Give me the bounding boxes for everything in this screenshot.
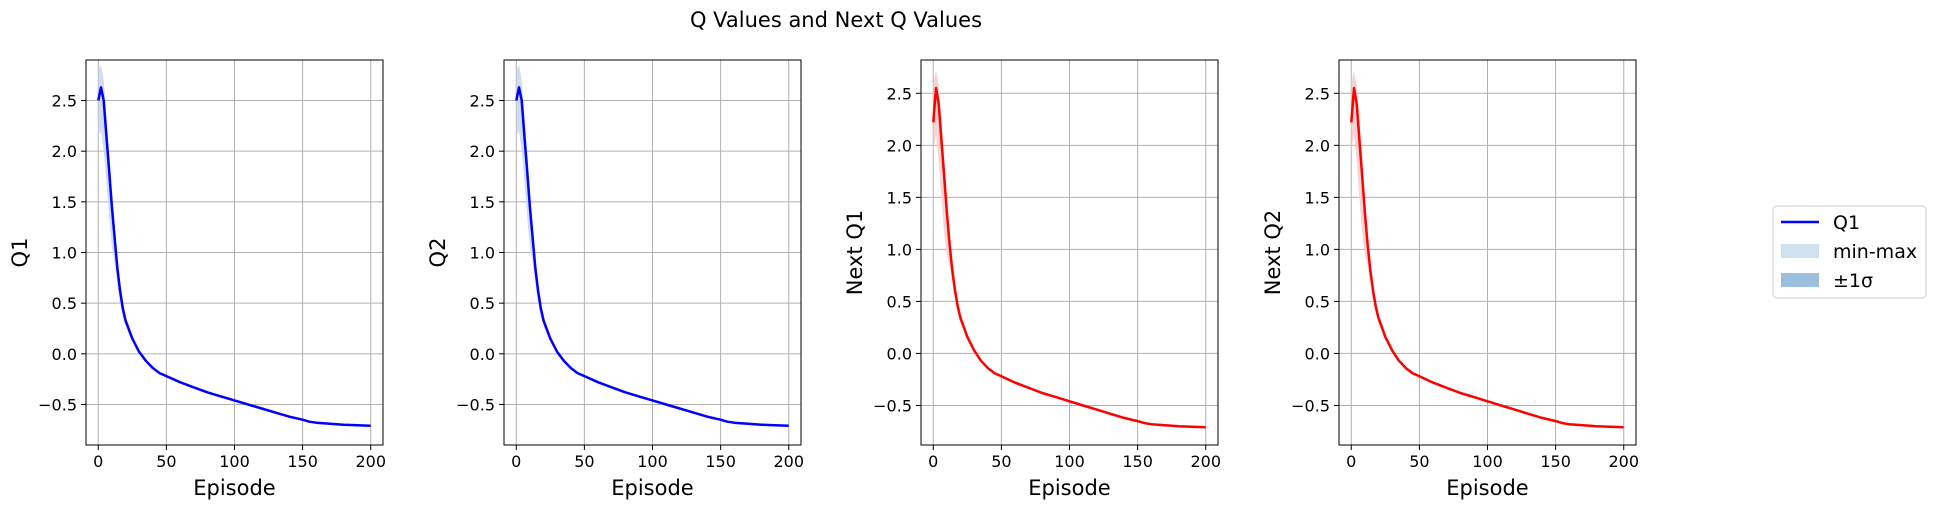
- x-axis-label: Episode: [1028, 476, 1110, 500]
- y-tick-label: 2.0: [52, 142, 77, 161]
- legend-label: Q1: [1833, 212, 1860, 234]
- x-axis-label: Episode: [611, 476, 693, 500]
- series-line: [932, 86, 1206, 429]
- x-tick-label: 50: [156, 452, 176, 471]
- x-tick-label: 200: [773, 452, 804, 471]
- x-tick-label: 0: [928, 452, 938, 471]
- y-tick-label: 1.5: [470, 193, 495, 212]
- x-tick-label: 200: [1608, 452, 1639, 471]
- y-tick-label: 0.5: [52, 294, 77, 313]
- y-tick-label: 0.0: [1305, 344, 1330, 363]
- y-axis-label: Next Q2: [1261, 210, 1285, 296]
- x-tick-label: 200: [1190, 452, 1221, 471]
- y-tick-label: 0.5: [887, 292, 912, 311]
- x-tick-label: 0: [93, 452, 103, 471]
- legend-swatch-patch: [1781, 273, 1819, 287]
- y-axis-label: Q1: [8, 238, 32, 268]
- y-tick-label: −0.5: [873, 396, 912, 415]
- y-axis-label: Q2: [426, 238, 450, 268]
- series-line: [1350, 86, 1624, 429]
- series-line: [515, 86, 789, 428]
- x-tick-label: 100: [1472, 452, 1503, 471]
- x-tick-label: 150: [1540, 452, 1571, 471]
- legend: Q1 min-max ±1σ: [1772, 205, 1927, 299]
- panel-1: 0 50 100 150 200 −0.5 0.0 0.5 1.0 1.5 2.0 2.5 Episod…: [8, 59, 386, 500]
- y-tick-label: −0.5: [38, 395, 77, 414]
- x-tick-label: 100: [1054, 452, 1085, 471]
- x-axis-label: Episode: [193, 476, 275, 500]
- y-tick-label: 1.5: [887, 188, 912, 207]
- x-tick-label: 200: [355, 452, 386, 471]
- x-tick-label: 50: [1409, 452, 1429, 471]
- y-tick-label: 0.0: [470, 345, 495, 364]
- x-tick-label: 50: [574, 452, 594, 471]
- y-tick-label: −0.5: [456, 395, 495, 414]
- y-tick-label: 1.5: [52, 193, 77, 212]
- panel-4: 0 50 100 150 200 −0.5 0.0 0.5 1.0 1.5 2.0 2.5 Episod…: [1261, 59, 1639, 500]
- series-line: [97, 86, 371, 428]
- y-tick-label: 2.0: [1305, 136, 1330, 155]
- y-tick-label: 1.0: [470, 244, 495, 263]
- x-tick-label: 0: [511, 452, 521, 471]
- x-tick-label: 0: [1346, 452, 1356, 471]
- panels: 0 50 100 150 200 −0.5 0.0 0.5 1.0 1.5 2.0 2.5 Episod…: [8, 59, 1639, 500]
- y-tick-label: 0.5: [470, 294, 495, 313]
- legend-label: min-max: [1833, 241, 1917, 263]
- panel-2: 0 50 100 150 200 −0.5 0.0 0.5 1.0 1.5 2.0 2.5 Episod…: [426, 59, 804, 500]
- y-tick-label: 2.5: [887, 84, 912, 103]
- y-tick-label: 2.0: [887, 136, 912, 155]
- y-tick-label: 0.0: [52, 345, 77, 364]
- y-tick-label: 2.5: [1305, 84, 1330, 103]
- y-tick-label: 1.5: [1305, 188, 1330, 207]
- x-axis-label: Episode: [1446, 476, 1528, 500]
- x-tick-label: 50: [991, 452, 1011, 471]
- x-tick-label: 150: [705, 452, 736, 471]
- y-tick-label: 1.0: [52, 244, 77, 263]
- panel-3: 0 50 100 150 200 −0.5 0.0 0.5 1.0 1.5 2.0 2.5 Episod…: [843, 59, 1221, 500]
- x-tick-label: 150: [287, 452, 318, 471]
- y-tick-label: 1.0: [887, 240, 912, 259]
- x-tick-label: 100: [219, 452, 250, 471]
- figure-title: Q Values and Next Q Values: [690, 8, 982, 32]
- y-axis-label: Next Q1: [843, 210, 867, 296]
- y-tick-label: 2.5: [52, 92, 77, 111]
- y-tick-label: 2.5: [470, 92, 495, 111]
- y-tick-label: 0.0: [887, 344, 912, 363]
- legend-swatch-patch: [1781, 244, 1819, 258]
- y-tick-label: −0.5: [1291, 396, 1330, 415]
- x-tick-label: 100: [637, 452, 668, 471]
- y-tick-label: 1.0: [1305, 240, 1330, 259]
- legend-label: ±1σ: [1833, 270, 1873, 292]
- y-tick-label: 0.5: [1305, 292, 1330, 311]
- y-tick-label: 2.0: [470, 142, 495, 161]
- x-tick-label: 150: [1122, 452, 1153, 471]
